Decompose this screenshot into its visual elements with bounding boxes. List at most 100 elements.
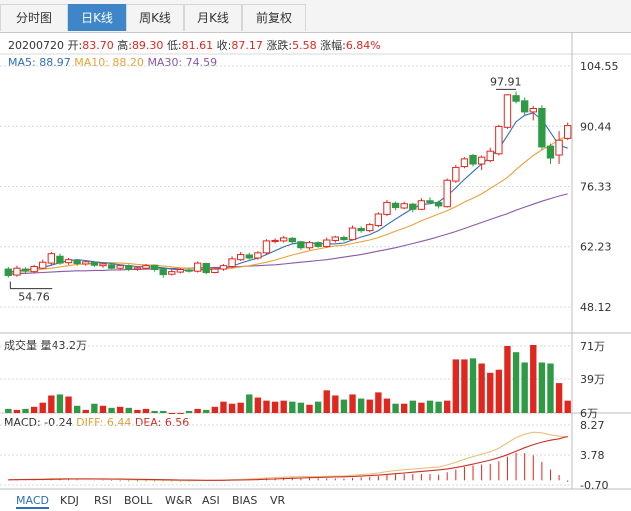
- candle-body: [477, 156, 486, 165]
- candle-body: [409, 203, 417, 210]
- volume-bar: [426, 400, 434, 413]
- high-label: 高:: [117, 39, 132, 52]
- macd-legend: MACD: -0.24 DIFF: 6.44 DEA: 6.56: [4, 416, 189, 429]
- indicator-tab-macd[interactable]: MACD: [16, 494, 49, 509]
- open-label: 开:: [67, 39, 83, 52]
- candle-body: [39, 261, 47, 269]
- indicator-tab-bias[interactable]: BIAS: [232, 494, 258, 507]
- candle-body: [64, 259, 73, 264]
- tab-intraday[interactable]: 分时图: [0, 4, 68, 31]
- dea-value: DEA: 6.56: [134, 416, 190, 429]
- candle-body: [99, 263, 107, 267]
- volume-bar: [220, 401, 227, 413]
- price-tick-label: 76.33: [580, 181, 612, 194]
- candle-body: [529, 107, 537, 113]
- candle-body: [340, 236, 348, 241]
- volume-bar: [254, 397, 262, 413]
- volume-bar: [538, 362, 546, 413]
- max-price-label: 97.91: [490, 75, 522, 88]
- candle-body: [391, 202, 400, 209]
- low-value: 81.61: [181, 39, 214, 52]
- candle-body: [271, 239, 279, 242]
- candle-body: [486, 150, 494, 162]
- volume-bar: [142, 408, 150, 413]
- candle-body: [254, 252, 262, 259]
- candle-body: [21, 268, 30, 272]
- indicator-tabs: MACD KDJ RSI BOLL W&R ASI BIAS VR: [0, 490, 631, 511]
- volume-bar: [280, 400, 287, 413]
- close-value: 87.17: [231, 39, 263, 52]
- volume-bar: [237, 402, 244, 413]
- period-tabs: 分时图 日K线 周K线 月K线 前复权: [0, 0, 631, 33]
- tab-monthly-k[interactable]: 月K线: [184, 4, 242, 31]
- tab-weekly-k[interactable]: 周K线: [126, 4, 184, 31]
- indicator-tab-asi[interactable]: ASI: [202, 494, 220, 507]
- volume-bar: [340, 399, 348, 413]
- high-value: 89.30: [131, 39, 164, 52]
- volume-bar: [487, 372, 494, 413]
- volume-bar: [99, 405, 107, 413]
- candle-body: [90, 261, 99, 266]
- candle-body: [417, 200, 426, 210]
- open-value: 83.70: [82, 39, 114, 52]
- price-tick-label: 48.12: [580, 301, 612, 314]
- volume-bar: [444, 400, 451, 413]
- volume-bar: [504, 346, 511, 413]
- candle-body: [374, 213, 383, 227]
- volume-bar: [555, 383, 563, 413]
- volume-bar: [392, 403, 399, 413]
- volume-bar: [478, 363, 485, 413]
- volume-bar: [418, 402, 425, 413]
- candle-body: [159, 268, 167, 276]
- volume-bar: [452, 359, 460, 413]
- macd-tick-label: -0.70: [580, 479, 608, 492]
- volume-bar: [461, 359, 468, 413]
- pct-label: 涨幅:: [320, 39, 346, 52]
- volume-bar: [13, 409, 21, 413]
- candle-body: [107, 264, 116, 269]
- volume-bar: [564, 400, 571, 413]
- candle-body: [82, 261, 90, 265]
- volume-bar: [375, 392, 382, 413]
- volume-bar: [521, 362, 528, 413]
- volume-bar: [383, 398, 391, 413]
- candle-body: [434, 201, 443, 207]
- volume-bar: [134, 409, 141, 413]
- indicator-tab-wr[interactable]: W&R: [165, 494, 193, 507]
- tab-daily-k[interactable]: 日K线: [68, 4, 126, 31]
- volume-bar: [108, 407, 115, 413]
- macd-tick-label: 8.27: [580, 419, 605, 432]
- candle-body: [564, 125, 572, 139]
- dea-line: [8, 435, 568, 481]
- candle-body: [314, 242, 322, 247]
- candle-body: [452, 166, 460, 182]
- volume-bar: [91, 403, 98, 413]
- diff-line: [8, 431, 568, 482]
- volume-bar: [203, 409, 210, 413]
- change-label: 涨跌:: [266, 39, 293, 52]
- indicator-tab-boll[interactable]: BOLL: [124, 494, 153, 507]
- close-label: 收:: [216, 39, 232, 52]
- volume-bar: [116, 406, 124, 413]
- candle-body: [47, 253, 56, 264]
- candle-body: [185, 269, 193, 272]
- low-label: 低:: [166, 39, 182, 52]
- ma5-legend: MA5: 88.97: [8, 56, 71, 69]
- volume-bar: [349, 394, 356, 413]
- indicator-tab-vr[interactable]: VR: [270, 494, 286, 507]
- volume-bar: [39, 402, 46, 413]
- volume-bar: [366, 399, 373, 413]
- candle-body: [142, 265, 150, 269]
- indicator-tab-kdj[interactable]: KDJ: [60, 494, 79, 507]
- candle-body: [366, 224, 374, 232]
- tab-forward-adjust[interactable]: 前复权: [242, 4, 306, 31]
- candle-body: [443, 179, 451, 208]
- candle-body: [538, 107, 546, 148]
- volume-bar: [160, 410, 167, 413]
- volume-bar: [289, 401, 296, 413]
- candle-body: [4, 268, 12, 276]
- candle-body: [495, 125, 503, 155]
- candle-body: [546, 145, 555, 159]
- indicator-tab-rsi[interactable]: RSI: [94, 494, 112, 507]
- candle-body: [211, 268, 219, 273]
